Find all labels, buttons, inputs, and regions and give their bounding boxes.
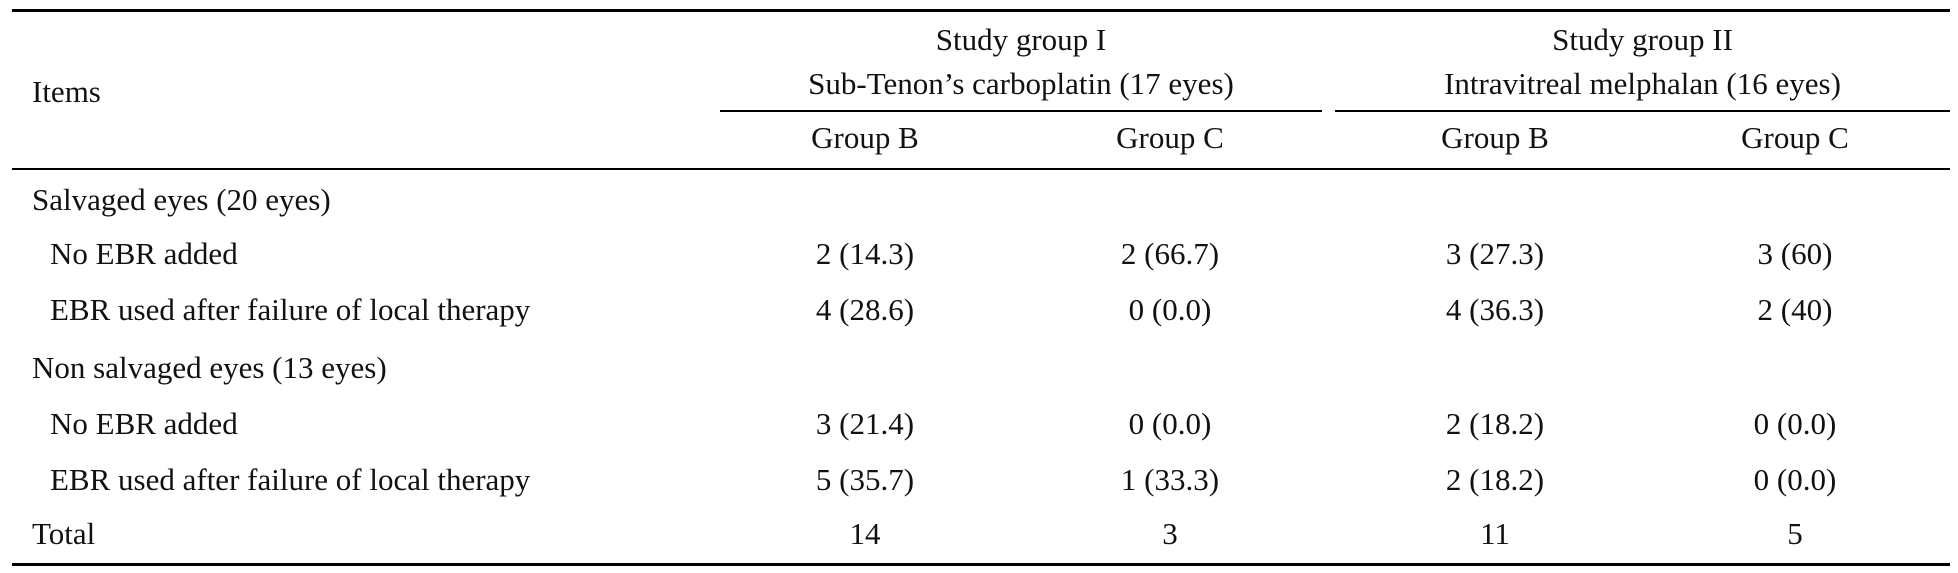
items-header: Items [32, 74, 101, 109]
subheader-group-I-B: Group B [811, 120, 919, 155]
group-II-title: Study group II [1552, 22, 1733, 57]
row-label-section: Salvaged eyes (20 eyes) [32, 182, 331, 217]
table-cell: 3 (27.3) [1445, 236, 1545, 271]
group-I-underline [720, 110, 1322, 112]
table-cell: 2 (14.3) [815, 236, 915, 271]
subheader-group-II-C: Group C [1741, 120, 1849, 155]
group-I-title: Study group I [935, 22, 1107, 57]
table-cell: 2 (18.2) [1445, 406, 1545, 441]
table-cell: 14 [849, 516, 881, 551]
table-cell: 5 [1787, 516, 1803, 551]
table-cell: 3 [1162, 516, 1178, 551]
subheader-group-II-B: Group B [1441, 120, 1549, 155]
table-cell: 4 (36.3) [1445, 292, 1545, 327]
table-cell: 2 (40) [1757, 292, 1833, 327]
table-cell: 4 (28.6) [815, 292, 915, 327]
table-cell: 5 (35.7) [815, 462, 915, 497]
table-cell: 0 (0.0) [1753, 462, 1837, 497]
subheader-group-I-C: Group C [1116, 120, 1224, 155]
row-label-section: Non salvaged eyes (13 eyes) [32, 350, 387, 385]
row-label: No EBR added [50, 406, 238, 441]
header-bottom-rule [12, 168, 1950, 170]
table-cell: 2 (66.7) [1120, 236, 1220, 271]
table-cell: 11 [1480, 516, 1510, 551]
row-label: EBR used after failure of local therapy [50, 292, 531, 327]
table-cell: 0 (0.0) [1128, 406, 1212, 441]
row-label: No EBR added [50, 236, 238, 271]
table-cell: 3 (21.4) [815, 406, 915, 441]
table-cell: 0 (0.0) [1753, 406, 1837, 441]
table-cell: 3 (60) [1757, 236, 1833, 271]
group-II-underline [1335, 110, 1950, 112]
row-label-total: Total [32, 516, 96, 551]
row-label: EBR used after failure of local therapy [50, 462, 531, 497]
table-cell: 2 (18.2) [1445, 462, 1545, 497]
table-cell: 1 (33.3) [1120, 462, 1220, 497]
table-bottom-rule [12, 563, 1950, 566]
group-I-subtitle: Sub-Tenon’s carboplatin (17 eyes) [808, 66, 1234, 101]
table-top-rule [12, 9, 1950, 12]
table-cell: 0 (0.0) [1128, 292, 1212, 327]
group-II-subtitle: Intravitreal melphalan (16 eyes) [1444, 66, 1841, 101]
